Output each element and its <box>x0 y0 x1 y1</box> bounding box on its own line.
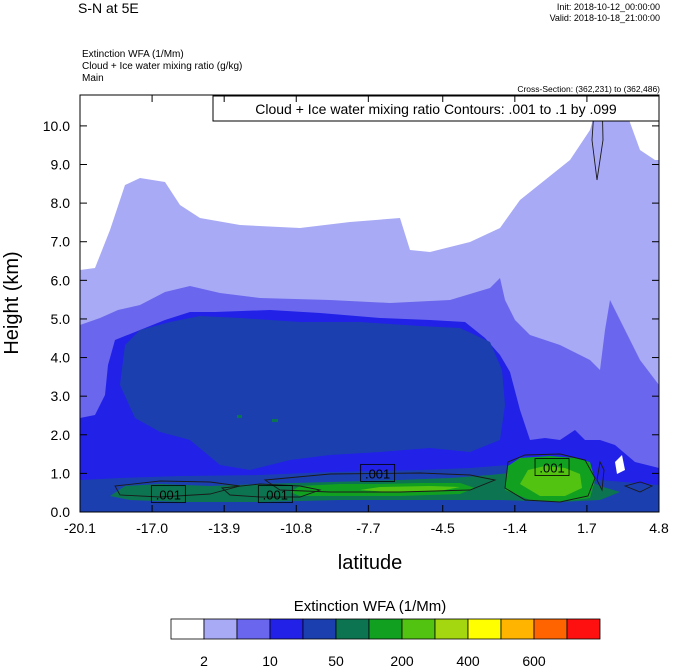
colorbar <box>170 618 601 640</box>
contour-label: .001 <box>365 466 390 481</box>
colorbar-label: 400 <box>456 653 480 669</box>
y-tick-label: 1.0 <box>51 465 71 481</box>
colorbar-swatch <box>236 618 271 640</box>
chart-title: S-N at 5E <box>78 0 139 16</box>
field-level-lightgreen <box>520 466 582 496</box>
contour-label-box <box>534 458 570 476</box>
variable-line-2: Cloud + Ice water mixing ratio (g/kg) <box>82 61 243 72</box>
colorbar-swatch <box>335 618 370 640</box>
extinction-field <box>80 95 659 512</box>
y-tick-label: 7.0 <box>51 234 71 250</box>
contour-line <box>591 95 604 181</box>
colorbar-label: 2 <box>200 653 208 669</box>
colorbar-swatch <box>203 618 238 640</box>
contour-label-box <box>150 485 186 504</box>
colorbar-swatch <box>500 618 535 640</box>
x-tick-label: -10.8 <box>280 520 312 536</box>
valid-time: Valid: 2018-10-18_21:00:00 <box>549 13 660 23</box>
variable-line-1: Extinction WFA (1/Mm) <box>82 49 184 60</box>
contour-label: .001 <box>156 488 181 503</box>
contour-label-box <box>257 485 293 504</box>
colorbar-swatch <box>368 618 403 640</box>
field-white-hole <box>615 455 625 474</box>
contour-line <box>263 472 497 493</box>
contour-info-text: Cloud + Ice water mixing ratio Contours:… <box>255 101 617 117</box>
contour-line <box>114 480 241 498</box>
x-tick-label: 4.8 <box>649 520 669 536</box>
contour-line <box>623 481 654 493</box>
x-tick-label: -17.0 <box>136 520 168 536</box>
colorbar-swatch <box>302 618 337 640</box>
contour-line <box>220 483 322 498</box>
colorbar-label: 200 <box>390 653 414 669</box>
colorbar-title: Extinction WFA (1/Mm) <box>293 598 447 615</box>
contour-line <box>596 460 605 492</box>
contour-label: .001 <box>539 461 564 476</box>
field-level-darkblue <box>120 316 505 470</box>
colorbar-swatch <box>467 618 502 640</box>
y-tick-label: 6.0 <box>51 272 71 288</box>
y-tick-label: 2.0 <box>51 427 71 443</box>
colorbar-swatch <box>401 618 436 640</box>
y-tick-label: 3.0 <box>51 388 71 404</box>
field-speck <box>237 415 242 418</box>
y-tick-label: 9.0 <box>51 157 71 173</box>
colorbar-swatch <box>533 618 568 640</box>
colorbar-swatch <box>434 618 469 640</box>
plot-frame <box>79 94 660 513</box>
colorbar-swatch <box>170 618 205 640</box>
y-tick-label: 10.0 <box>43 118 70 134</box>
contour-label: .001 <box>263 488 288 503</box>
colorbar-swatch <box>566 618 601 640</box>
contour-line <box>504 453 596 503</box>
colorbar-swatch <box>269 618 304 640</box>
x-tick-label: -4.5 <box>431 520 455 536</box>
x-tick-label: 1.7 <box>577 520 597 536</box>
init-time: Init: 2018-10-12_00:00:00 <box>556 2 660 12</box>
x-tick-label: -20.1 <box>64 520 96 536</box>
x-tick-label: -1.4 <box>503 520 527 536</box>
x-axis-label: latitude <box>338 552 403 574</box>
contour-lines <box>114 95 654 503</box>
field-speck-2 <box>272 419 278 422</box>
y-axis-label: Height (km) <box>1 251 23 354</box>
colorbar-label: 10 <box>262 653 278 669</box>
variable-line-3: Main <box>82 73 104 84</box>
y-tick-label: 0.0 <box>51 504 71 520</box>
cross-section-label: Cross-Section: (362,231) to (362,486) <box>517 84 660 94</box>
y-axis: 0.0 1.0 2.0 3.0 4.0 5.0 6.0 7.0 8.0 9.0 10.0 <box>43 118 659 520</box>
field-level-lightgreen-2 <box>360 486 460 492</box>
contour-label-box <box>360 463 396 482</box>
x-axis: -20.1 -17.0 -13.9 -10.8 -7.7 -4.5 -1.4 1.7 4.8 <box>64 95 669 536</box>
colorbar-label: 600 <box>522 653 546 669</box>
y-tick-label: 4.0 <box>51 350 71 366</box>
contour-info-box <box>212 95 660 122</box>
contour-labels: .001 .001 .001 .001 <box>150 458 570 504</box>
x-tick-label: -7.7 <box>356 520 380 536</box>
colorbar-label: 50 <box>328 653 344 669</box>
y-tick-label: 5.0 <box>51 311 71 327</box>
y-tick-label: 8.0 <box>51 195 71 211</box>
x-tick-label: -13.9 <box>208 520 240 536</box>
